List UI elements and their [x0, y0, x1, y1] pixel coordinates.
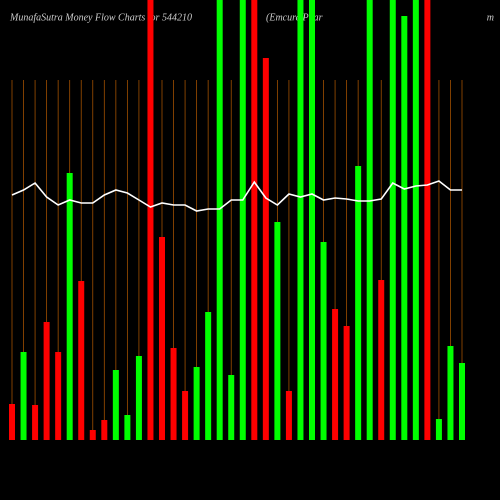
bar — [89, 430, 96, 440]
bar — [216, 0, 223, 440]
bar — [355, 166, 362, 440]
bar — [9, 404, 15, 440]
bar — [332, 309, 339, 440]
corner-text: m — [487, 12, 494, 23]
bar — [55, 352, 62, 440]
bar — [285, 391, 292, 440]
bar — [124, 415, 131, 440]
bar — [193, 367, 200, 440]
bar — [366, 0, 373, 440]
bar — [424, 0, 431, 440]
bar — [401, 16, 408, 440]
bar — [447, 346, 454, 440]
bar — [78, 281, 85, 440]
bar — [297, 0, 304, 440]
bar — [228, 375, 235, 440]
bar — [182, 391, 189, 440]
bar — [459, 363, 465, 440]
bar — [20, 352, 27, 440]
bar — [309, 0, 315, 440]
bar — [159, 237, 165, 440]
bar — [135, 356, 142, 440]
bar — [147, 0, 154, 440]
bar — [435, 419, 442, 440]
bar — [251, 0, 258, 440]
bar — [101, 420, 108, 440]
bar — [412, 0, 419, 440]
chart-subtitle: (Emcure Phar — [266, 12, 323, 23]
bar — [343, 326, 350, 440]
bar — [320, 242, 327, 440]
bar — [43, 322, 50, 440]
bar — [66, 173, 73, 440]
price-line — [11, 180, 462, 212]
bar — [239, 0, 246, 440]
bar — [274, 222, 281, 440]
chart-title: MunafaSutra Money Flow Charts for 544210 — [9, 12, 192, 23]
bar — [205, 312, 212, 440]
bar — [32, 405, 39, 440]
bar — [112, 370, 119, 440]
bar — [389, 0, 396, 440]
bar — [378, 280, 385, 440]
bar — [262, 58, 269, 440]
bar — [170, 348, 177, 440]
